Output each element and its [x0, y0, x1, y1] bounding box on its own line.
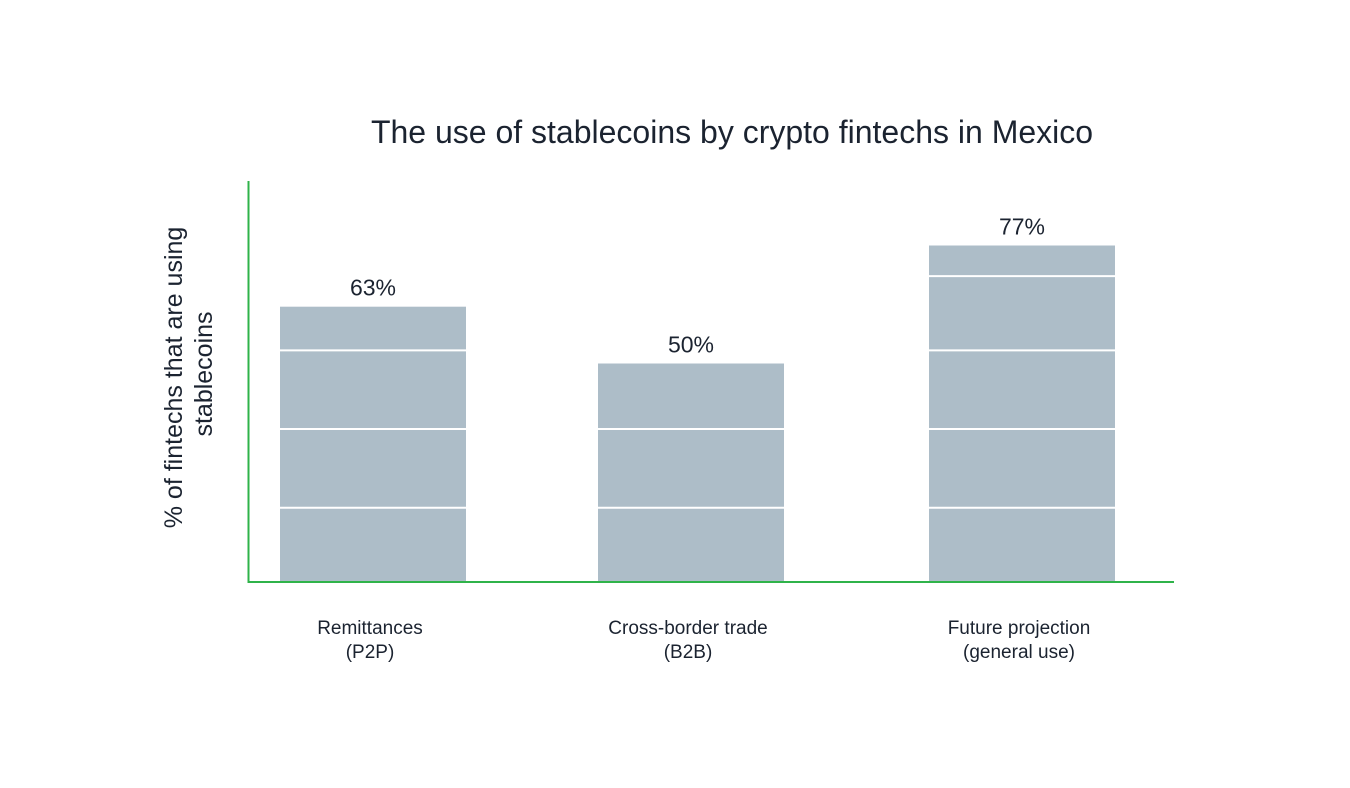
category-label-line-2: (B2B) [664, 642, 713, 663]
category-label-line-1: Future projection [948, 618, 1091, 639]
value-label-future-projection: 77% [999, 214, 1045, 240]
category-label-future-projection: Future projection (general use) [948, 618, 1091, 663]
y-axis-label-line-2: stablecoins [190, 311, 218, 436]
category-label-cross-border-trade: Cross-border trade (B2B) [608, 618, 767, 663]
category-label-remittances: Remittances (P2P) [317, 618, 423, 663]
bars-group [280, 245, 1115, 582]
category-label-line-2: (general use) [963, 642, 1075, 663]
category-label-line-2: (P2P) [346, 642, 395, 663]
value-labels-group: 63% 50% 77% [350, 214, 1045, 358]
y-axis-label-line-1: % of fintechs that are using [160, 227, 188, 529]
value-label-remittances: 63% [350, 275, 396, 301]
category-labels-group: Remittances (P2P) Cross-border trade (B2B) F… [317, 618, 1090, 663]
y-axis-label: % of fintechs that are using stablecoins [160, 220, 218, 529]
bar-cross-border-trade [598, 363, 784, 582]
chart-title: The use of stablecoins by crypto fintech… [371, 114, 1093, 150]
category-label-line-1: Remittances [317, 618, 423, 639]
bar-remittances [280, 306, 466, 582]
value-label-cross-border-trade: 50% [668, 332, 714, 358]
bar-future-projection [929, 245, 1115, 582]
category-label-line-1: Cross-border trade [608, 618, 767, 639]
